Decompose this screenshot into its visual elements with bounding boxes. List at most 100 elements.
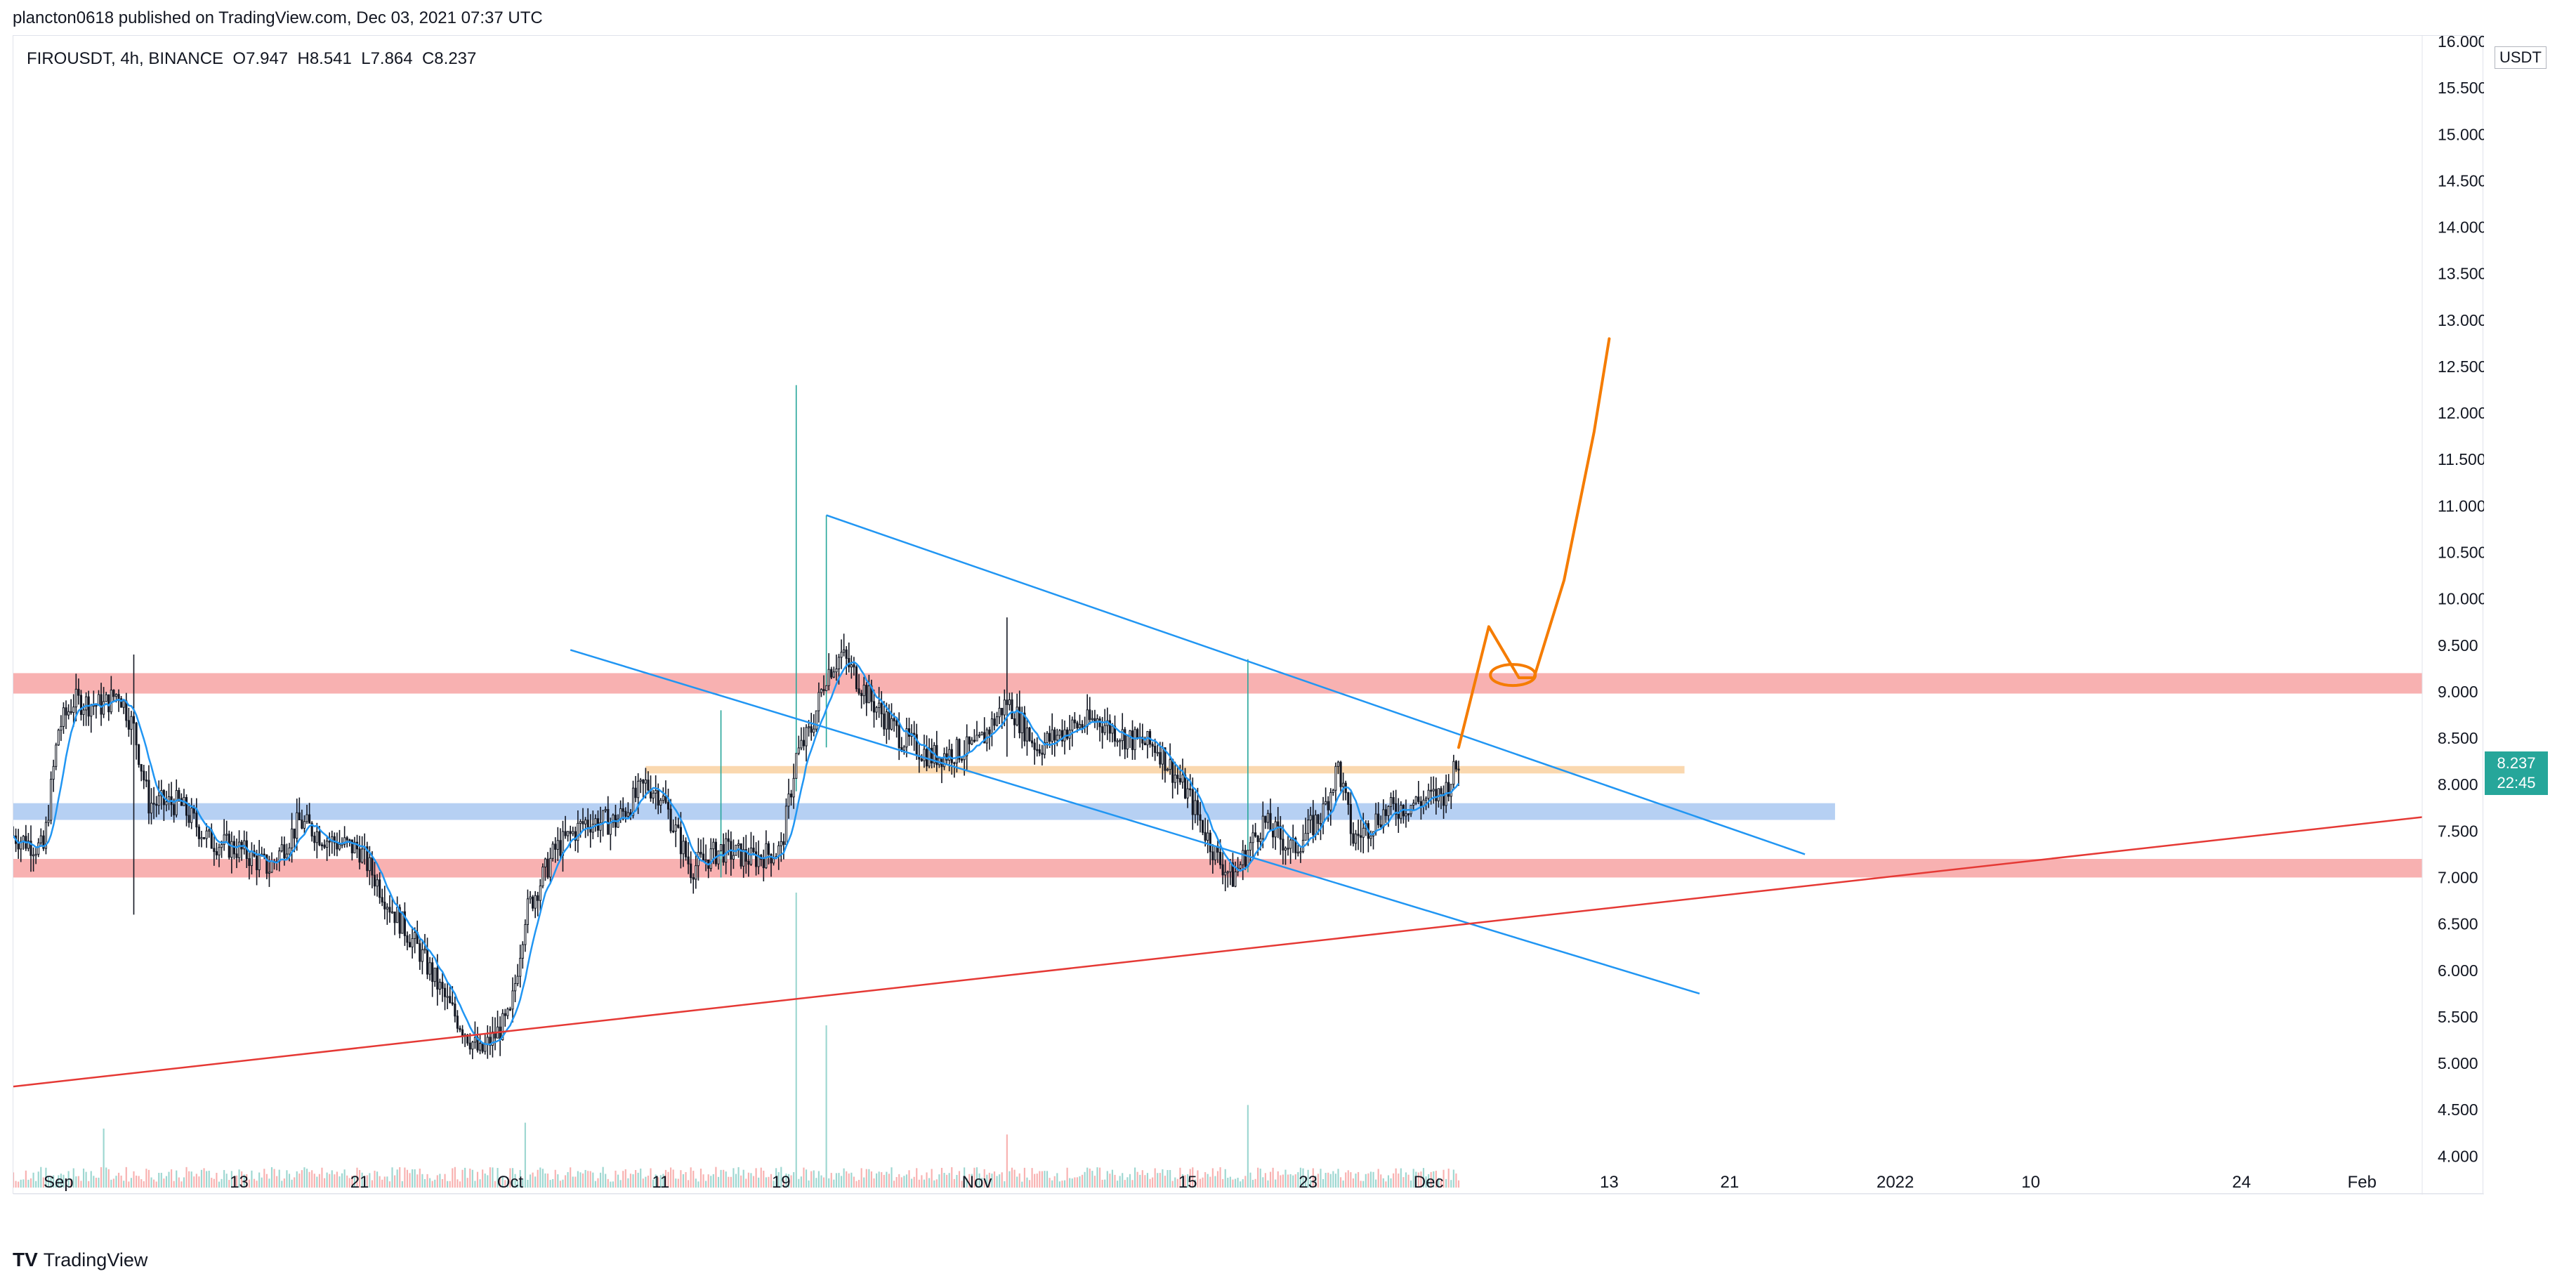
volume-bar bbox=[549, 1180, 551, 1188]
candle-body bbox=[1304, 833, 1307, 841]
currency-label[interactable]: USDT bbox=[2495, 46, 2547, 69]
candle-body bbox=[1006, 699, 1008, 705]
volume-bar bbox=[946, 1174, 948, 1188]
volume-bar bbox=[128, 1181, 130, 1188]
volume-bar bbox=[487, 1175, 489, 1188]
volume-bar bbox=[256, 1181, 258, 1188]
candle-body bbox=[556, 840, 559, 850]
candle-body bbox=[393, 912, 396, 924]
candle-body bbox=[639, 780, 642, 782]
price-tick-label: 6.500 bbox=[2438, 915, 2478, 933]
volume-bar bbox=[190, 1171, 192, 1188]
volume-bar bbox=[1372, 1171, 1374, 1188]
candle-body bbox=[546, 858, 549, 878]
volume-bar bbox=[594, 1181, 596, 1188]
volume-bar bbox=[53, 1175, 55, 1188]
candle-body bbox=[612, 815, 615, 823]
volume-bar bbox=[396, 1169, 398, 1188]
volume-bar bbox=[1084, 1171, 1086, 1188]
time-tick-label: Feb bbox=[2348, 1173, 2377, 1192]
candle-body bbox=[1156, 751, 1159, 754]
candle-body bbox=[960, 758, 964, 761]
volume-bar bbox=[1056, 1173, 1058, 1188]
candle-body bbox=[1259, 838, 1262, 843]
price-tick-label: 4.000 bbox=[2438, 1147, 2478, 1165]
volume-bar bbox=[1134, 1167, 1136, 1188]
volume-bar bbox=[75, 1176, 77, 1188]
volume-bar bbox=[183, 1177, 185, 1188]
candle-body bbox=[865, 685, 868, 704]
candle-body bbox=[95, 704, 98, 707]
candle-body bbox=[468, 1042, 471, 1050]
volume-bar bbox=[454, 1167, 456, 1188]
candle-body bbox=[784, 806, 788, 845]
volume-bar bbox=[1028, 1180, 1031, 1188]
chart-pane[interactable]: 16.000 15.500 15.000 14.500 14.000 13.500 13.0… bbox=[13, 35, 2484, 1195]
volume-bar bbox=[1310, 1180, 1312, 1188]
candle-body bbox=[301, 820, 303, 829]
volume-bar bbox=[1202, 1177, 1204, 1188]
candle-body bbox=[197, 827, 200, 839]
candle-body bbox=[263, 853, 265, 856]
candle-body bbox=[1119, 740, 1122, 742]
volume-bar bbox=[817, 1171, 820, 1188]
volume-bar bbox=[798, 1178, 800, 1188]
brand-name: TradingView bbox=[43, 1249, 148, 1270]
volume-bar bbox=[918, 1179, 920, 1188]
volume-bar bbox=[529, 1174, 532, 1188]
volume-bar bbox=[15, 1181, 17, 1188]
candle-body bbox=[285, 853, 289, 859]
volume-bar bbox=[105, 1167, 107, 1188]
volume-bar bbox=[37, 1171, 39, 1188]
candle-body bbox=[1018, 707, 1021, 733]
volume-bar bbox=[870, 1171, 873, 1188]
price-chart[interactable]: 16.000 15.500 15.000 14.500 14.000 13.500 13.0… bbox=[13, 36, 2484, 1195]
volume-bar bbox=[868, 1169, 870, 1188]
volume-bar bbox=[356, 1167, 358, 1188]
volume-bar bbox=[200, 1169, 203, 1188]
candle-body bbox=[1191, 789, 1194, 815]
volume-bar bbox=[850, 1172, 853, 1188]
volume-bar bbox=[908, 1170, 910, 1188]
candle-body bbox=[1377, 813, 1380, 825]
candle-body bbox=[291, 828, 294, 848]
volume-bar bbox=[501, 1176, 504, 1188]
candle-body bbox=[1008, 699, 1011, 705]
volume-bar bbox=[50, 1177, 52, 1188]
volume-bar bbox=[815, 1178, 817, 1188]
volume-bar bbox=[203, 1168, 205, 1188]
candle-body bbox=[1036, 749, 1039, 751]
volume-bar bbox=[198, 1176, 200, 1188]
volume-bar bbox=[943, 1173, 945, 1188]
tradingview-brand[interactable]: TV TradingView bbox=[13, 1249, 147, 1271]
candle-body bbox=[1299, 851, 1302, 853]
volume-bar bbox=[546, 1174, 549, 1188]
volume-bar bbox=[492, 1167, 494, 1188]
candle-body bbox=[931, 747, 933, 763]
last-price-badge: 8.237 22:45 bbox=[2485, 751, 2548, 795]
candle-body bbox=[855, 666, 858, 690]
volume-bar bbox=[853, 1176, 855, 1188]
candle-body bbox=[188, 815, 190, 823]
candle-body bbox=[1066, 729, 1069, 739]
volume-bar bbox=[20, 1179, 22, 1188]
volume-bar bbox=[1393, 1173, 1395, 1188]
volume-bar bbox=[1317, 1174, 1319, 1188]
volume-bar bbox=[88, 1181, 90, 1188]
volume-bar bbox=[953, 1178, 955, 1188]
volume-bar bbox=[624, 1169, 626, 1188]
candle-body bbox=[248, 858, 251, 867]
chart-legend[interactable]: FIROUSDT, 4h, BINANCE O7.947 H8.541 L7.8… bbox=[27, 49, 476, 69]
candle-body bbox=[143, 770, 145, 781]
volume-bar bbox=[645, 1176, 647, 1188]
candle-body bbox=[205, 830, 208, 839]
volume-bar bbox=[537, 1169, 539, 1188]
candle-body bbox=[1013, 718, 1016, 725]
volume-bar bbox=[680, 1170, 682, 1188]
volume-bar bbox=[1011, 1167, 1013, 1188]
candle-body bbox=[1001, 707, 1004, 716]
candle-body bbox=[1016, 707, 1018, 725]
volume-bar bbox=[999, 1174, 1001, 1188]
volume-bar bbox=[685, 1171, 687, 1188]
candle-body bbox=[17, 843, 20, 850]
